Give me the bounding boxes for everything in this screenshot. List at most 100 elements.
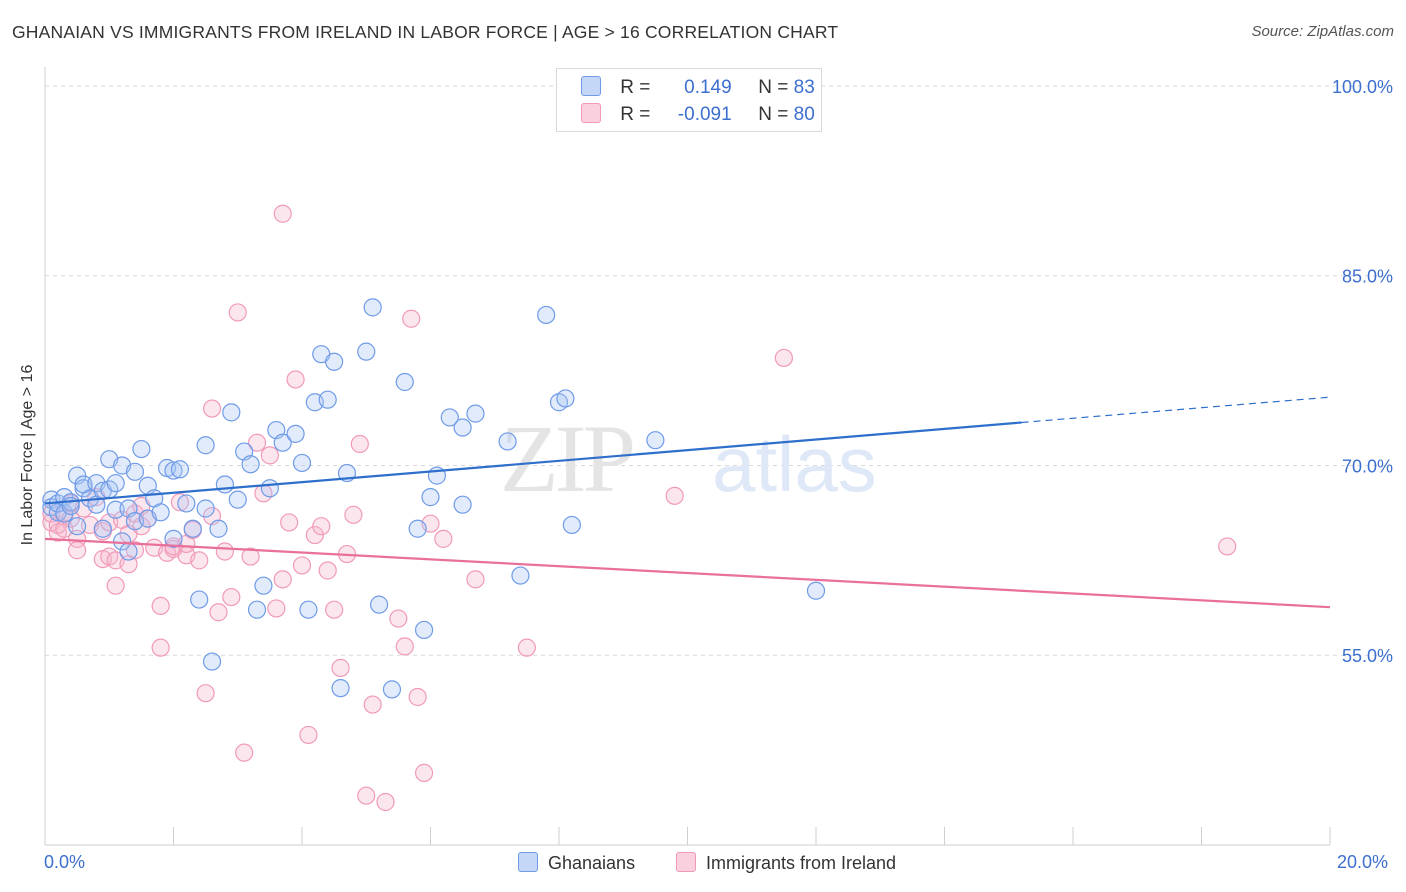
- data-point: [357, 342, 376, 361]
- data-point: [247, 433, 267, 452]
- data-point: [112, 532, 132, 551]
- data-point: [151, 503, 170, 522]
- data-point: [382, 680, 402, 699]
- data-point: [517, 638, 536, 657]
- data-point: [357, 786, 376, 805]
- y-tick-labels: 55.0% 70.0% 85.0% 100.0%: [1332, 77, 1393, 666]
- data-point: [170, 493, 190, 512]
- data-point: [421, 488, 440, 507]
- data-point: [562, 515, 581, 535]
- data-point: [414, 620, 434, 640]
- legend-r-value: 0.149: [684, 77, 732, 98]
- data-point: [183, 519, 202, 538]
- data-point: [93, 519, 112, 538]
- legend-r-value: -0.091: [677, 104, 732, 125]
- y-tick-label: 70.0%: [1342, 456, 1393, 476]
- legend-n-label: N =: [758, 104, 789, 125]
- data-point: [260, 446, 279, 465]
- bottom-legend-label-ireland: Immigrants from Ireland: [706, 853, 897, 873]
- y-tick-label: 100.0%: [1332, 77, 1393, 97]
- data-point: [209, 519, 228, 538]
- y-axis-label: In Labor Force | Age > 16: [19, 364, 36, 546]
- data-point: [68, 541, 87, 560]
- data-point: [665, 486, 684, 505]
- data-point: [299, 725, 318, 745]
- data-point: [273, 570, 292, 589]
- watermark-atlas: atlas: [712, 420, 877, 508]
- legend-swatch-blue: [581, 76, 601, 96]
- y-tick-label: 85.0%: [1342, 267, 1393, 287]
- legend-r-label: R =: [620, 104, 651, 125]
- data-point: [202, 399, 222, 418]
- trend-lines: [44, 396, 1331, 609]
- data-point: [273, 433, 292, 452]
- data-point: [511, 566, 530, 585]
- data-point: [466, 570, 485, 589]
- data-point: [537, 305, 556, 325]
- data-point: [286, 424, 305, 443]
- y-tick-label: 55.0%: [1342, 646, 1393, 666]
- data-point: [215, 475, 234, 494]
- data-point: [164, 529, 183, 548]
- trend-line-ireland: [44, 537, 1331, 609]
- data-point: [370, 595, 389, 614]
- data-point: [190, 551, 209, 570]
- chart-title: GHANAIAN VS IMMIGRANTS FROM IRELAND IN L…: [12, 22, 839, 42]
- legend-n-value: 83: [793, 77, 815, 98]
- data-point: [376, 792, 395, 812]
- bottom-legend-ghanaians: Ghanaians: [518, 852, 635, 874]
- data-point: [164, 461, 183, 480]
- data-point: [325, 352, 344, 371]
- data-point: [132, 439, 151, 459]
- data-point: [363, 695, 382, 714]
- trend-line-ghanaians-extension: [1021, 396, 1331, 424]
- x-tick-label-max: 20.0%: [1337, 852, 1389, 872]
- data-point: [151, 596, 170, 616]
- data-point: [331, 679, 350, 698]
- data-point: [331, 658, 350, 677]
- data-point: [196, 499, 215, 518]
- bottom-legend-swatch-pink: [676, 852, 696, 872]
- data-point: [408, 687, 427, 707]
- data-point: [235, 743, 254, 762]
- data-point: [395, 372, 414, 392]
- gridlines: [45, 85, 1392, 656]
- data-point: [498, 432, 517, 451]
- data-point: [344, 505, 363, 524]
- data-point: [151, 638, 170, 657]
- watermark-zip: ZIP: [500, 405, 633, 512]
- data-point: [68, 517, 87, 536]
- data-point: [228, 490, 247, 509]
- legend-n-label: N =: [758, 77, 789, 98]
- axes: [44, 67, 1331, 846]
- data-point: [312, 517, 331, 536]
- legend-n-value: 80: [793, 104, 815, 125]
- data-point: [774, 348, 793, 368]
- ireland-points: [42, 204, 1237, 812]
- legend-row-ireland: R = -0.091 N = 80: [581, 103, 815, 125]
- source-credit: Source: ZipAtlas.com: [1251, 23, 1394, 40]
- data-point: [222, 587, 241, 607]
- bottom-legend-swatch-blue: [518, 852, 538, 872]
- bottom-legend-ireland: Immigrants from Ireland: [676, 852, 896, 874]
- data-point: [215, 542, 234, 561]
- data-point: [292, 453, 312, 473]
- data-point: [267, 599, 286, 618]
- data-point: [414, 763, 434, 782]
- data-point: [646, 431, 665, 450]
- data-point: [202, 652, 222, 671]
- data-point: [806, 581, 826, 600]
- watermark: ZIP atlas: [500, 405, 877, 512]
- data-point: [228, 303, 247, 322]
- data-point: [292, 556, 312, 575]
- data-point: [466, 404, 485, 423]
- data-point: [286, 370, 305, 389]
- ghanaian-points: [42, 298, 826, 699]
- data-point: [280, 513, 299, 532]
- data-point: [125, 541, 145, 560]
- data-point: [55, 504, 74, 523]
- data-point: [119, 542, 138, 561]
- data-point: [408, 519, 427, 538]
- data-point: [1218, 537, 1237, 556]
- data-point: [222, 403, 241, 422]
